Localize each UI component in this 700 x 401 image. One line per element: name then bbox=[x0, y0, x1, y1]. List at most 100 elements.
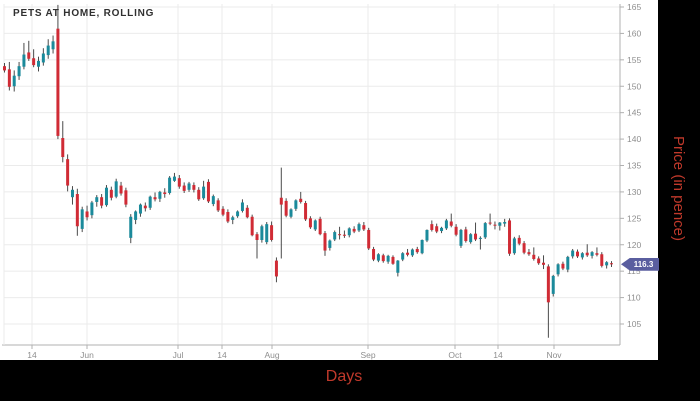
x-axis-label: 14 bbox=[27, 350, 37, 360]
candle-body bbox=[381, 255, 385, 262]
candle-body bbox=[95, 197, 99, 202]
candle-body bbox=[129, 216, 133, 238]
candle-body bbox=[347, 228, 351, 236]
candle-body bbox=[401, 253, 405, 260]
candle-body bbox=[226, 211, 230, 222]
candle-body bbox=[376, 254, 380, 261]
candle-body bbox=[440, 227, 444, 232]
candle-body bbox=[464, 229, 468, 242]
candle-body bbox=[206, 181, 210, 202]
candle-body bbox=[352, 228, 356, 232]
candle-body bbox=[270, 225, 274, 240]
candle-body bbox=[61, 138, 65, 158]
candle-body bbox=[469, 234, 473, 243]
candle-body bbox=[493, 224, 497, 226]
candle-body bbox=[41, 53, 45, 63]
candle-body bbox=[27, 52, 31, 59]
candle-body bbox=[396, 260, 400, 273]
candle-body bbox=[542, 262, 546, 265]
y-axis-label: 135 bbox=[627, 161, 641, 171]
candle-body bbox=[605, 262, 609, 266]
candle-body bbox=[478, 237, 482, 239]
candle-body bbox=[177, 178, 181, 187]
candle-body bbox=[143, 205, 147, 209]
candle-body bbox=[367, 229, 371, 249]
candle-body bbox=[168, 177, 172, 193]
candle-body bbox=[318, 218, 322, 235]
candle-body bbox=[551, 275, 555, 294]
candle-body bbox=[7, 69, 11, 87]
candle-body bbox=[556, 264, 560, 275]
x-axis-label: Jun bbox=[80, 350, 94, 360]
candle-body bbox=[454, 226, 458, 235]
candle-body bbox=[163, 192, 167, 195]
y-axis-label: 145 bbox=[627, 108, 641, 118]
chart-surface: 105 110 115 120 125 130 135 140 145 150 155 160 165 1… bbox=[0, 0, 659, 360]
candle-body bbox=[245, 207, 249, 218]
candle-body bbox=[158, 191, 162, 199]
candle-body bbox=[211, 196, 215, 205]
candle-body bbox=[546, 266, 550, 303]
candle-body bbox=[22, 54, 26, 67]
x-axis-title: Days bbox=[325, 368, 363, 385]
y-axis-label: 120 bbox=[627, 240, 641, 250]
candle-body bbox=[75, 194, 79, 227]
candle-body bbox=[32, 58, 36, 66]
x-axis-label: Sep bbox=[360, 350, 375, 360]
candle-body bbox=[202, 186, 206, 199]
candle-body bbox=[498, 222, 502, 226]
candle-body bbox=[561, 263, 565, 269]
candle-body bbox=[109, 189, 113, 198]
candle-body bbox=[333, 232, 337, 240]
y-axis-label: 105 bbox=[627, 319, 641, 329]
y-axis-title: Price (in pence) bbox=[670, 135, 688, 242]
candle-body bbox=[425, 229, 429, 241]
x-axis-label: Oct bbox=[448, 350, 462, 360]
candle-body bbox=[444, 220, 448, 229]
candle-body bbox=[595, 253, 599, 255]
candle-body bbox=[250, 216, 254, 236]
candle-body bbox=[459, 229, 463, 246]
candle-body bbox=[148, 196, 152, 208]
y-axis-label: 150 bbox=[627, 81, 641, 91]
candle-body bbox=[308, 218, 312, 228]
candle-body bbox=[323, 233, 327, 251]
candle-body bbox=[391, 256, 395, 264]
candle-body bbox=[415, 248, 419, 253]
candle-body bbox=[342, 234, 346, 236]
candle-body bbox=[304, 203, 308, 220]
candle-body bbox=[284, 200, 288, 216]
candle-body bbox=[585, 252, 589, 256]
candle-body bbox=[138, 204, 142, 214]
candle-body bbox=[85, 211, 89, 218]
candle-body bbox=[51, 41, 55, 50]
candle-body bbox=[527, 252, 531, 255]
candle-body bbox=[231, 217, 235, 220]
candle-body bbox=[221, 208, 225, 215]
candle-body bbox=[571, 250, 575, 257]
candle-body bbox=[357, 224, 361, 231]
candlestick-plot: 105 110 115 120 125 130 135 140 145 150 155 160 165 1… bbox=[2, 2, 641, 360]
bottom-axis-band: Days bbox=[0, 360, 658, 401]
candle-body bbox=[410, 249, 414, 256]
candle-body bbox=[338, 234, 342, 236]
candle-body bbox=[265, 224, 269, 243]
candle-body bbox=[192, 185, 196, 190]
candle-body bbox=[260, 226, 264, 240]
candle-body bbox=[3, 66, 6, 71]
candle-body bbox=[274, 260, 278, 277]
candle-body bbox=[474, 233, 478, 240]
candle-body bbox=[313, 220, 317, 230]
y-axis-label: 165 bbox=[627, 2, 641, 12]
candle-body bbox=[153, 197, 157, 200]
candle-body bbox=[483, 223, 487, 238]
candle-body bbox=[449, 221, 453, 226]
candle-body bbox=[600, 254, 604, 266]
candle-body bbox=[299, 198, 303, 202]
candle-body bbox=[134, 211, 138, 220]
candle-body bbox=[70, 189, 74, 198]
y-axis-label: 130 bbox=[627, 187, 641, 197]
x-axis-label: 14 bbox=[493, 350, 503, 360]
candle-body bbox=[12, 75, 16, 87]
candle-body bbox=[532, 254, 536, 260]
